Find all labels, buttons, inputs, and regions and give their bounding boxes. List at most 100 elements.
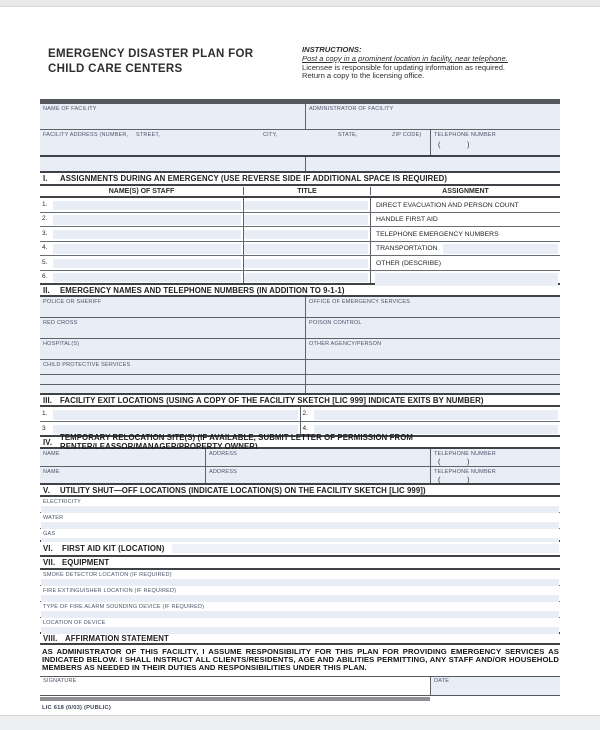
staff-name-input-4[interactable] [53,241,243,255]
gas-input[interactable] [41,537,559,542]
relocation-phone-field-2[interactable]: TELEPHONE NUMBER ( ) [430,467,560,484]
relocation-phone-label: TELEPHONE NUMBER [434,450,496,457]
hospital-label: HOSPITAL(S) [43,340,80,347]
water-input[interactable] [41,521,559,529]
facility-address-field[interactable]: FACILITY ADDRESS (NUMBER, STREET, CITY, … [40,130,430,155]
row-number: 1. [40,198,53,212]
assignment-label-4: TRANSPORTATION [371,241,443,255]
relocation-name-label: NAME [43,468,60,475]
staff-name-input-5[interactable] [53,256,243,270]
section-2-heading: II. EMERGENCY NAMES AND TELEPHONE NUMBER… [40,285,560,297]
facility-phone-field[interactable]: TELEPHONE NUMBER ( ) [430,130,560,155]
section-2-title: EMERGENCY NAMES AND TELEPHONE NUMBERS (I… [60,285,345,295]
assignment-label-5: OTHER (DESCRIBE) [370,256,560,270]
relocation-name-field-1[interactable]: NAME [40,449,205,466]
col-header-assignment: ASSIGNMENT [370,187,560,195]
assignment-input-6[interactable] [370,270,560,286]
smoke-detector-input[interactable] [41,578,559,586]
relocation-name-field-2[interactable]: NAME [40,467,205,483]
other-agency-field[interactable]: OTHER AGENCY/PERSON [305,339,560,359]
child-protective-label: CHILD PROTECTIVE SERVICES [43,361,131,368]
assignment-row-3: 3. TELEPHONE EMERGENCY NUMBERS [40,227,560,242]
relocation-address-field-1[interactable]: ADDRESS [205,449,430,466]
section-2-number: II. [43,285,50,295]
exit-number-2: 2. [299,407,314,421]
staff-name-input-3[interactable] [53,227,243,241]
police-field[interactable]: POLICE OR SHERIFF [40,297,305,317]
emergency-extra-field-left-3[interactable] [40,385,305,393]
administrator-label: ADMINISTRATOR OF FACILITY [309,105,394,112]
section-5-title: UTILITY SHUT—OFF LOCATIONS (INDICATE LOC… [60,485,426,495]
exit-input-2[interactable] [313,407,560,421]
assignment-label-2: HANDLE FIRST AID [370,212,560,226]
emergency-services-label: OFFICE OF EMERGENCY SERVICES [309,298,411,305]
affirmation-statement: AS ADMINISTRATOR OF THIS FACILITY, I ASS… [40,645,560,677]
relocation-phone-field-1[interactable]: TELEPHONE NUMBER ( ) [430,449,560,466]
date-field[interactable]: DATE [430,676,560,695]
section-8-heading: VIII. AFFIRMATION STATEMENT [40,634,560,645]
signature-field[interactable]: SIGNATURE [40,676,430,695]
col-header-staff: NAME(S) OF STAFF [108,188,175,195]
staff-title-input-6[interactable] [243,270,370,283]
emergency-extra-field-left-2[interactable] [40,375,305,384]
relocation-phone-parentheses-2: ( ) [438,474,472,484]
device-location-input[interactable] [41,626,559,634]
facility-blank-row [40,157,560,173]
facility-blank-field-right[interactable] [305,157,560,171]
section-1-column-headers: NAME(S) OF STAFF TITLE ASSIGNMENT [40,186,560,198]
emergency-extra-field-right-1[interactable] [305,360,560,374]
assignment-label-1: DIRECT EVACUATION AND PERSON COUNT [370,198,560,212]
relocation-address-label: ADDRESS [209,468,237,475]
assignment-cell-4: TRANSPORTATION [370,241,560,255]
instructions-line2: Licensee is responsible for updating inf… [302,62,506,72]
assignment-extra-input-4[interactable] [442,244,558,254]
signature-row: SIGNATURE DATE [40,676,560,696]
facility-blank-field-left[interactable] [40,157,305,171]
exit-input-1[interactable] [53,407,300,421]
poison-control-field[interactable]: POISON CONTROL [305,318,560,338]
fire-alarm-row: TYPE OF FIRE ALARM SOUNDING DEVICE (IF R… [40,602,560,618]
col-header-title: TITLE [243,187,370,195]
facility-name-label: NAME OF FACILITY [43,105,97,112]
staff-name-input-1[interactable] [53,198,243,212]
staff-name-input-6[interactable] [53,270,243,283]
section-6-number: VI. [43,544,53,553]
section-7-number: VII. [43,558,56,567]
child-protective-field[interactable]: CHILD PROTECTIVE SERVICES [40,360,305,374]
gas-label: GAS [43,530,56,537]
relocation-address-field-2[interactable]: ADDRESS [205,467,430,483]
staff-title-input-5[interactable] [243,256,370,270]
emergency-extra-field-right-3[interactable] [305,385,560,393]
administrator-field[interactable]: ADMINISTRATOR OF FACILITY [305,104,560,129]
emergency-numbers-row-5 [40,375,560,385]
first-aid-location-input[interactable] [172,544,559,553]
instructions-line1: Post a copy in a prominent location in f… [302,53,508,63]
staff-title-input-2[interactable] [243,212,370,226]
row-number: 6. [40,270,53,283]
row-number: 4. [40,241,53,255]
state-label: STATE, [338,131,358,138]
section-5-number: V. [43,485,50,495]
page-title: EMERGENCY DISASTER PLAN FOR CHILD CARE C… [48,47,253,77]
police-label: POLICE OR SHERIFF [43,298,102,305]
staff-title-input-3[interactable] [243,227,370,241]
facility-name-field[interactable]: NAME OF FACILITY [40,104,305,129]
exit-input-4[interactable] [313,422,560,435]
row-number: 3. [40,227,53,241]
emergency-services-field[interactable]: OFFICE OF EMERGENCY SERVICES [305,297,560,317]
staff-title-input-1[interactable] [243,198,370,212]
staff-name-input-2[interactable] [53,212,243,226]
emergency-numbers-row-1: POLICE OR SHERIFF OFFICE OF EMERGENCY SE… [40,297,560,318]
fire-extinguisher-input[interactable] [41,594,559,602]
exit-input-3[interactable] [53,422,300,435]
instructions-heading: INSTRUCTIONS: [302,45,362,54]
exit-locations-row-1: 1. 2. [40,407,560,422]
hospital-field[interactable]: HOSPITAL(S) [40,339,305,359]
section-7-title: EQUIPMENT [62,558,110,567]
section-1-heading: I. ASSIGNMENTS DURING AN EMERGENCY (USE … [40,173,560,186]
fire-alarm-input[interactable] [41,610,559,618]
emergency-extra-field-right-2[interactable] [305,375,560,384]
electricity-input[interactable] [41,505,559,513]
staff-title-input-4[interactable] [243,241,370,255]
red-cross-field[interactable]: RED CROSS [40,318,305,338]
